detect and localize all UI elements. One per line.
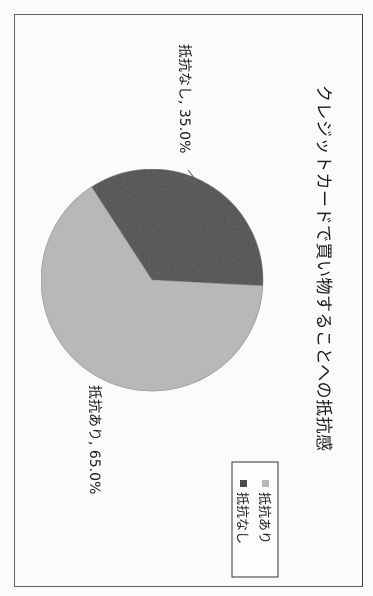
legend-swatch-resistance: [262, 480, 269, 487]
chart-frame: [14, 14, 363, 587]
pie-slice-resistance: [40, 186, 264, 392]
data-label-resistance: 抵抗あり, 65.0%: [86, 385, 102, 494]
legend-box: [231, 461, 279, 578]
pie-slice-no-resistance: [91, 168, 264, 287]
leader-line: [187, 169, 197, 181]
legend-label-resistance: 抵抗あり: [256, 492, 271, 544]
legend-swatch-no-resistance: [240, 480, 247, 487]
legend: 抵抗あり 抵抗なし: [231, 461, 279, 578]
pie-slices: [40, 168, 264, 392]
data-label-no-resistance: 抵抗なし, 35.0%: [176, 44, 192, 153]
legend-label-no-resistance: 抵抗なし: [234, 492, 249, 544]
chart-title: クレジットカードで買い物することへの抵抗感: [313, 85, 333, 452]
